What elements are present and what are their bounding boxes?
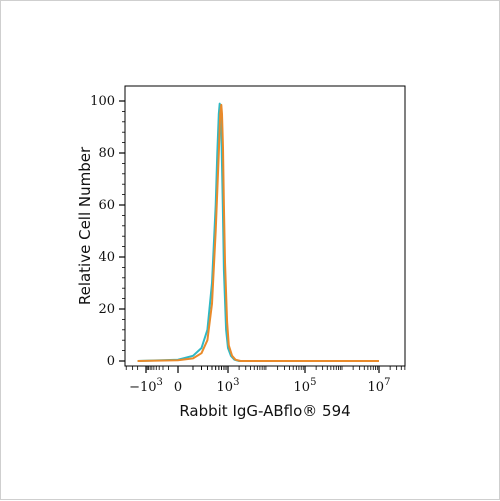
x-tick-label: 103 <box>217 377 240 395</box>
x-tick-label: 0 <box>174 380 182 395</box>
y-tick-label: 100 <box>90 94 115 109</box>
histogram-curve-1 <box>137 103 379 362</box>
x-axis-title: Rabbit IgG-ABflo® 594 <box>179 402 350 420</box>
y-tick-label: 20 <box>98 302 115 317</box>
x-tick-label: 107 <box>368 377 391 395</box>
histogram-curve-0 <box>137 102 379 362</box>
y-axis-title: Relative Cell Number <box>76 146 94 305</box>
axes: 0 20 40 60 80 100 −103 0 103 105 107 <box>90 85 406 395</box>
x-tick-label: 105 <box>294 377 317 395</box>
y-tick-label: 80 <box>98 146 115 161</box>
y-tick-label: 40 <box>98 250 115 265</box>
y-tick-label: 0 <box>107 354 115 369</box>
plot-area-border <box>124 85 406 367</box>
x-tick-label: −103 <box>129 377 163 395</box>
y-tick-label: 60 <box>98 198 115 213</box>
